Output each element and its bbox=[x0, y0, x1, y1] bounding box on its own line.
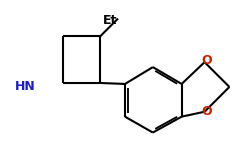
Text: O: O bbox=[201, 54, 212, 67]
Text: O: O bbox=[201, 105, 212, 118]
Text: Et: Et bbox=[103, 14, 118, 27]
Text: HN: HN bbox=[15, 80, 35, 93]
